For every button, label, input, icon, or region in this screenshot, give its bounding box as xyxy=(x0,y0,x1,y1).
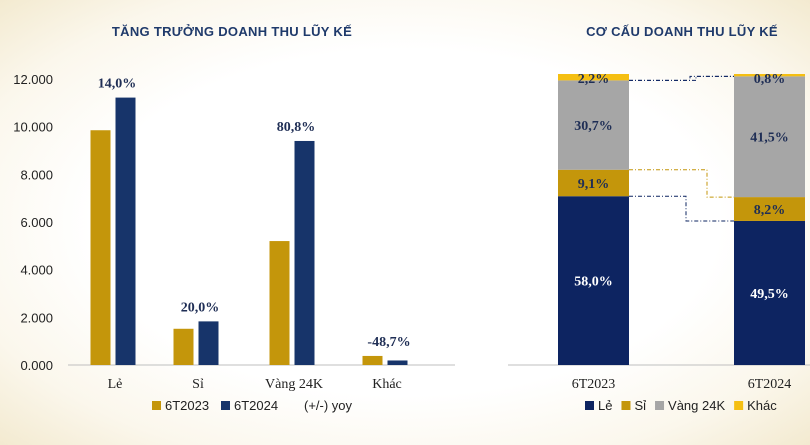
segment-le-6t2023 xyxy=(558,196,629,365)
legend-label-6t2023: 6T2023 xyxy=(165,398,209,413)
bar-6t2023-vang-24k xyxy=(269,241,290,365)
connector-line xyxy=(629,195,734,222)
legend-label-6t2024: 6T2024 xyxy=(234,398,278,413)
bar-6t2024-vang-24k xyxy=(294,140,315,365)
yoy-label-vang-24k: 80,8% xyxy=(277,120,316,135)
bar-6t2024-si xyxy=(198,321,219,365)
legend-label-yoy: (+/-) yoy xyxy=(304,398,353,413)
connector-line xyxy=(629,75,734,81)
y-tick-label: 12.000 xyxy=(13,72,53,87)
segment-le-6t2024 xyxy=(734,220,805,365)
growth-chart: TĂNG TRƯỞNG DOANH THU LŨY KẾ 0.000 2.000 4… xyxy=(13,24,455,413)
legend-swatch-khac xyxy=(734,401,744,410)
x-category-6t2023: 6T2023 xyxy=(572,377,616,392)
x-category-6t2024: 6T2024 xyxy=(748,377,792,392)
segment-label-le-6t2023: 58,0% xyxy=(574,275,613,290)
segment-label-le-6t2024: 49,5% xyxy=(750,287,789,302)
legend-swatch-6t2024 xyxy=(221,401,230,410)
segment-si-6t2023 xyxy=(558,169,629,197)
structure-chart-title: CƠ CẤU DOANH THU LŨY KẾ xyxy=(586,24,778,39)
segment-si-6t2024 xyxy=(734,197,805,221)
x-category-le: Lẻ xyxy=(108,377,123,392)
growth-legend: 6T2023 6T2024 (+/-) yoy xyxy=(152,398,353,413)
connector-line xyxy=(629,75,734,81)
yoy-label-le: 14,0% xyxy=(98,77,137,92)
segment-label-khac-6t2024: 0,8% xyxy=(754,72,786,87)
legend-swatch-6t2023 xyxy=(152,401,161,410)
legend-swatch-si xyxy=(621,401,631,410)
bar-6t2024-khac xyxy=(387,360,408,365)
legend-label-vang-24k: Vàng 24K xyxy=(668,398,725,413)
legend-label-si: Sỉ xyxy=(634,398,646,413)
connector-line xyxy=(629,169,734,198)
y-tick-label: 4.000 xyxy=(20,263,53,278)
structure-chart: CƠ CẤU DOANH THU LŨY KẾ 58,0% 9,1% 30,7% 2,… xyxy=(508,24,810,413)
segment-vang-24k-6t2024 xyxy=(734,76,805,198)
segment-label-si-6t2024: 8,2% xyxy=(754,203,786,218)
legend-label-khac: Khác xyxy=(747,398,777,413)
bar-6t2024-le xyxy=(115,97,136,365)
legend-swatch-vang-24k xyxy=(655,401,665,410)
structure-legend: Lẻ Sỉ Vàng 24K Khác xyxy=(585,398,777,413)
x-category-khac: Khác xyxy=(372,377,402,392)
bar-6t2023-le xyxy=(90,130,111,365)
legend-label-le: Lẻ xyxy=(598,398,612,413)
segment-vang-24k-6t2023 xyxy=(558,80,629,170)
y-tick-label: 8.000 xyxy=(20,167,53,182)
growth-chart-title: TĂNG TRƯỞNG DOANH THU LŨY KẾ xyxy=(112,24,352,39)
x-category-vang-24k: Vàng 24K xyxy=(265,377,323,392)
segment-label-vang-24k-6t2023: 30,7% xyxy=(574,119,613,134)
segment-label-khac-6t2023: 2,2% xyxy=(578,72,610,87)
yoy-label-khac: -48,7% xyxy=(367,335,410,350)
bar-6t2023-si xyxy=(173,328,194,365)
segment-khac-6t2023 xyxy=(558,74,629,81)
y-tick-label: 2.000 xyxy=(20,310,53,325)
y-tick-label: 0.000 xyxy=(20,358,53,373)
yoy-label-si: 20,0% xyxy=(181,300,220,315)
x-category-si: Sỉ xyxy=(192,377,204,392)
segment-khac-6t2024 xyxy=(734,74,805,77)
segment-label-si-6t2023: 9,1% xyxy=(578,177,610,192)
bar-6t2023-khac xyxy=(362,355,383,365)
y-tick-label: 10.000 xyxy=(13,120,53,135)
legend-swatch-le xyxy=(585,401,594,410)
y-tick-label: 6.000 xyxy=(20,215,53,230)
segment-label-vang-24k-6t2024: 41,5% xyxy=(750,131,789,146)
